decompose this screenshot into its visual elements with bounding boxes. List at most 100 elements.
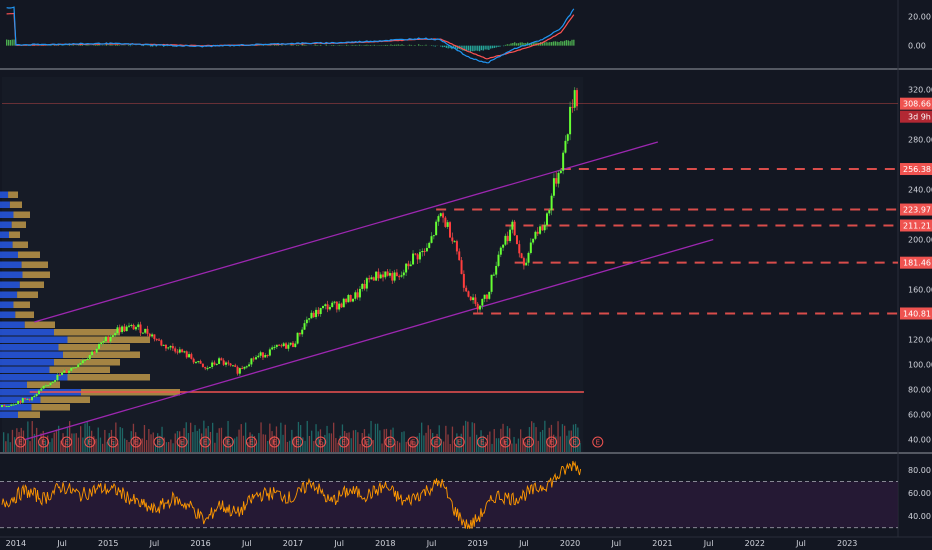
macd-histogram-bar xyxy=(358,44,361,46)
macd-histogram-bar xyxy=(115,44,117,46)
candle-body xyxy=(361,283,364,289)
volume-profile-bar xyxy=(67,374,150,381)
volume-bar xyxy=(533,422,535,452)
volume-bar xyxy=(95,438,97,452)
volume-bar xyxy=(456,433,458,452)
price-badge-label: 181.46 xyxy=(903,259,931,268)
rsi-line xyxy=(1,460,582,529)
earnings-marker-icon xyxy=(245,436,257,448)
candle-body xyxy=(278,344,281,346)
candle-body xyxy=(81,360,84,364)
candle-body xyxy=(328,307,331,310)
volume-bar xyxy=(546,438,548,452)
earnings-marker-icon xyxy=(453,436,465,448)
volume-bar xyxy=(183,428,185,452)
candle-body xyxy=(24,398,27,400)
macd-histogram-bar xyxy=(369,45,372,46)
volume-bar xyxy=(564,425,566,452)
time-axis-tick: Jul xyxy=(795,539,806,548)
volume-bar xyxy=(467,421,469,452)
macd-histogram-bar xyxy=(547,42,549,46)
volume-bar xyxy=(165,442,168,452)
candle-body xyxy=(123,326,126,332)
volume-bar xyxy=(487,434,489,452)
macd-histogram-bar xyxy=(552,41,555,46)
volume-bar xyxy=(284,424,286,452)
volume-bar xyxy=(557,421,559,452)
volume-profile-bar xyxy=(0,329,54,336)
candle-body xyxy=(12,404,15,406)
time-axis-tick: 2021 xyxy=(652,539,672,548)
candle-body xyxy=(557,172,560,184)
price-badge-bg xyxy=(900,203,932,216)
candle-body xyxy=(37,390,40,395)
candle-body xyxy=(432,235,435,237)
countdown-label: 3d 9h xyxy=(908,113,931,122)
time-axis-tick: 2022 xyxy=(745,539,765,548)
volume-bar xyxy=(425,432,427,452)
price-axis-tick: 40.00 xyxy=(908,436,931,445)
volume-bar xyxy=(143,425,146,452)
candle-body xyxy=(492,274,495,276)
candle-body xyxy=(573,90,576,108)
candle-body xyxy=(552,178,555,196)
time-axis-tick: 2014 xyxy=(6,539,26,548)
volume-bar xyxy=(187,432,190,452)
candle-body xyxy=(252,358,255,360)
macd-histogram-bar xyxy=(456,45,459,50)
macd-histogram-bar xyxy=(517,43,520,46)
candle-body xyxy=(49,382,52,386)
macd-histogram-bar xyxy=(543,42,545,46)
volume-bar xyxy=(482,435,484,452)
volume-profile-bar xyxy=(0,311,16,318)
candle-body xyxy=(308,318,311,320)
earnings-marker-icon xyxy=(199,436,211,448)
volume-bar xyxy=(566,435,568,452)
earnings-marker-icon xyxy=(84,436,96,448)
macd-histogram-bar xyxy=(471,45,473,52)
volume-bar xyxy=(577,427,579,452)
volume-profile-bar xyxy=(0,261,22,268)
volume-bar xyxy=(207,425,209,452)
volume-profile-bar xyxy=(15,311,35,318)
volume-bar xyxy=(31,421,33,452)
candle-body xyxy=(93,351,96,353)
macd-histogram-bar xyxy=(9,39,12,46)
candle-body xyxy=(423,251,426,253)
volume-bar xyxy=(73,433,75,452)
volume-bar xyxy=(66,427,69,452)
time-axis-tick: 2019 xyxy=(468,539,488,548)
candle-body xyxy=(483,294,486,299)
candle-body xyxy=(134,327,137,330)
macd-histogram-bar xyxy=(338,45,340,46)
volume-bar xyxy=(124,438,126,452)
volume-bar xyxy=(357,432,359,452)
candle-body xyxy=(289,342,292,345)
candle-body xyxy=(95,348,98,353)
candle-body xyxy=(576,90,579,107)
candle-body xyxy=(160,340,163,346)
volume-bar xyxy=(18,432,20,452)
candle-body xyxy=(409,264,412,267)
earnings-marker-icon xyxy=(61,436,73,448)
macd-histogram-bar xyxy=(478,45,481,52)
macd-histogram-bar xyxy=(81,44,84,46)
volume-profile-bar xyxy=(0,359,54,366)
earnings-marker-icon xyxy=(499,436,511,448)
volume-bar xyxy=(447,434,449,452)
macd-histogram-bar xyxy=(462,45,464,51)
candle-body xyxy=(338,303,341,310)
volume-bar xyxy=(168,442,170,452)
candle-body xyxy=(91,351,94,356)
volume-profile-bar xyxy=(0,281,20,288)
candle-body xyxy=(181,349,184,353)
volume-profile-bar xyxy=(8,191,18,198)
volume-bar xyxy=(352,430,355,452)
candle-body xyxy=(398,276,401,278)
candle-body xyxy=(386,271,389,276)
volume-bar xyxy=(388,436,390,452)
macd-histogram-bar xyxy=(549,42,551,46)
candle-body xyxy=(442,213,445,218)
candle-body xyxy=(40,388,43,391)
